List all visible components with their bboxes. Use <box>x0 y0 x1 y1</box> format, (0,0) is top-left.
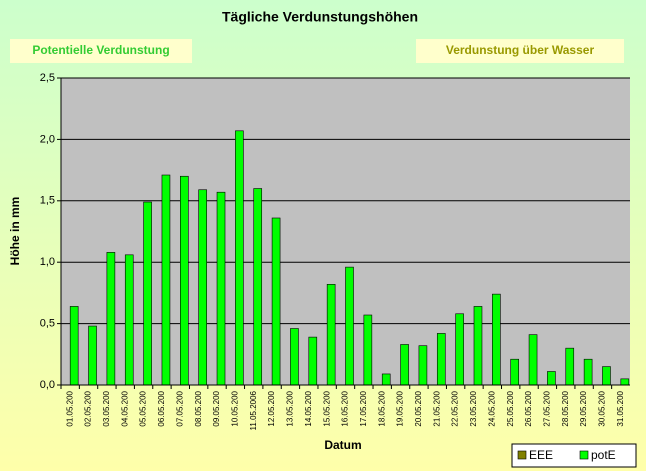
bar <box>271 217 281 386</box>
bar <box>400 344 409 386</box>
bar <box>381 373 391 386</box>
x-tick-label: 29.05.200 <box>579 390 588 426</box>
x-tick-label: 28.05.200 <box>561 390 570 426</box>
x-tick-label: 18.05.200 <box>377 390 386 426</box>
x-tick-label: 21.05.200 <box>432 390 441 426</box>
x-tick-label: 24.05.200 <box>487 390 496 426</box>
legend-swatch <box>579 450 589 460</box>
bar <box>583 358 593 386</box>
x-tick-label: 27.05.200 <box>543 390 552 426</box>
bar <box>455 313 464 386</box>
y-axis-label: Höhe in mm <box>8 197 22 266</box>
bar <box>69 306 79 386</box>
x-tick-label: 13.05.200 <box>286 390 295 426</box>
bar <box>528 334 538 386</box>
x-tick-label: 09.05.200 <box>212 390 221 426</box>
x-tick-label: 02.05.200 <box>84 390 93 426</box>
x-tick-label: 06.05.200 <box>157 390 166 426</box>
bar <box>473 306 483 386</box>
annotation: Potentielle Verdunstung <box>32 43 169 57</box>
x-axis-label: Datum <box>324 438 361 452</box>
x-tick-label: 14.05.200 <box>304 390 313 426</box>
x-tick-label: 19.05.200 <box>396 390 405 426</box>
x-tick-label: 01.05.200 <box>65 390 74 426</box>
chart-title: Tägliche Verdunstungshöhen <box>222 9 418 25</box>
bar <box>326 284 336 386</box>
y-tick-label: 1,0 <box>40 256 55 268</box>
legend-label: EEE <box>529 448 553 462</box>
bar <box>345 266 354 386</box>
bar <box>308 336 318 386</box>
y-tick-label: 2,5 <box>40 72 55 84</box>
annotation: Verdunstung über Wasser <box>446 43 595 57</box>
bar <box>363 314 373 386</box>
bar <box>565 347 575 386</box>
x-tick-label: 05.05.200 <box>139 390 148 426</box>
x-tick-label: 26.05.200 <box>524 390 533 426</box>
bar <box>492 293 501 386</box>
y-tick-label: 2,0 <box>40 133 55 145</box>
bar <box>436 333 446 386</box>
bar <box>290 328 299 386</box>
x-tick-label: 23.05.200 <box>469 390 478 426</box>
x-tick-label: 04.05.200 <box>120 390 129 426</box>
y-tick-label: 0,0 <box>40 379 55 391</box>
x-tick-label: 17.05.200 <box>359 390 368 426</box>
x-tick-label: 08.05.200 <box>194 390 203 426</box>
bar <box>198 189 207 386</box>
bar <box>106 252 116 386</box>
bar <box>620 378 630 386</box>
x-tick-label: 07.05.200 <box>175 390 184 426</box>
bar <box>510 358 519 386</box>
bar <box>602 366 611 386</box>
legend-label: potE <box>591 448 616 462</box>
x-tick-label: 11.05.2006 <box>249 390 258 430</box>
bar <box>547 371 556 386</box>
y-tick-label: 0,5 <box>40 318 55 330</box>
y-tick-label: 1,5 <box>40 195 55 207</box>
annotation-box <box>416 39 624 63</box>
x-tick-label: 15.05.200 <box>322 390 331 426</box>
bar <box>124 254 134 386</box>
x-tick-label: 25.05.200 <box>506 390 515 426</box>
annotation-box <box>10 39 192 63</box>
x-tick-label: 03.05.200 <box>102 390 111 426</box>
x-tick-label: 10.05.200 <box>230 390 239 426</box>
legend <box>511 443 637 468</box>
bar <box>253 188 263 386</box>
legend-swatch <box>517 450 527 460</box>
bar <box>88 325 97 386</box>
bar <box>216 191 226 386</box>
x-tick-label: 16.05.200 <box>341 390 350 426</box>
x-tick-label: 30.05.200 <box>598 390 607 426</box>
bar <box>180 175 189 386</box>
bar <box>143 201 152 386</box>
x-tick-label: 12.05.200 <box>267 390 276 426</box>
x-tick-label: 22.05.200 <box>451 390 460 426</box>
bar <box>161 174 171 386</box>
bar <box>418 345 428 386</box>
x-tick-label: 20.05.200 <box>414 390 423 426</box>
bar <box>235 130 244 386</box>
x-tick-label: 31.05.200 <box>616 390 625 426</box>
